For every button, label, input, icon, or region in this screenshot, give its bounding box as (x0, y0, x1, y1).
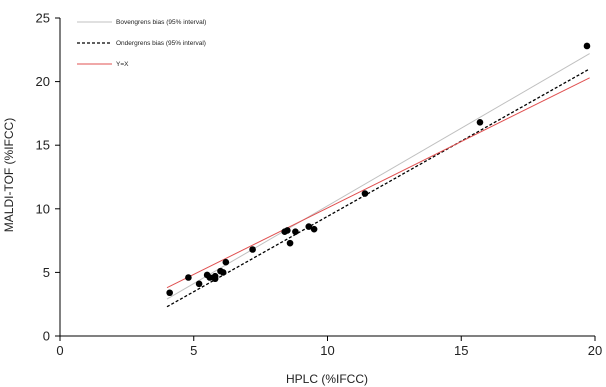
data-point (583, 42, 591, 50)
x-axis-title: HPLC (%IFCC) (286, 372, 368, 386)
y-tick-label: 5 (43, 265, 50, 280)
data-point (222, 258, 230, 266)
y-tick-label: 15 (36, 138, 50, 153)
y-tick-label: 0 (43, 329, 50, 344)
data-point (249, 246, 256, 253)
legend-label: Y=X (116, 61, 129, 68)
reference-lines (166, 53, 590, 308)
x-tick-label: 0 (56, 343, 63, 358)
data-point (286, 239, 294, 247)
y-tick-label: 10 (36, 201, 50, 216)
x-tick-label: 5 (190, 343, 197, 358)
data-point (310, 225, 318, 233)
data-point (305, 223, 313, 230)
axes: 0 5 10 15 20 0 5 10 15 20 25 (36, 11, 603, 359)
data-point (361, 190, 369, 197)
data-point (292, 228, 299, 235)
data-point (476, 119, 484, 126)
data-point (166, 289, 173, 297)
y-tick-label: 25 (36, 11, 50, 26)
data-points (166, 42, 591, 297)
y-axis-title: MALDI-TOF (%IFCC) (2, 118, 16, 232)
series-line-1 (166, 53, 590, 300)
data-point (284, 227, 291, 234)
y-tick-label: 20 (36, 74, 50, 89)
data-point (219, 269, 227, 276)
legend-label: Ondergrens bias (95% interval) (116, 40, 206, 47)
legend: Bovengrens bias (95% interval) Ondergrens… (77, 19, 206, 68)
x-tick-label: 15 (454, 343, 468, 358)
legend-label: Bovengrens bias (95% interval) (116, 19, 206, 26)
x-tick-label: 20 (588, 343, 602, 358)
data-point (211, 275, 219, 283)
data-point (185, 274, 192, 281)
data-point (195, 280, 203, 288)
series-line-2 (166, 68, 590, 308)
x-tick-label: 10 (320, 343, 334, 358)
data-point (206, 274, 214, 281)
series-line-3 (166, 77, 590, 289)
